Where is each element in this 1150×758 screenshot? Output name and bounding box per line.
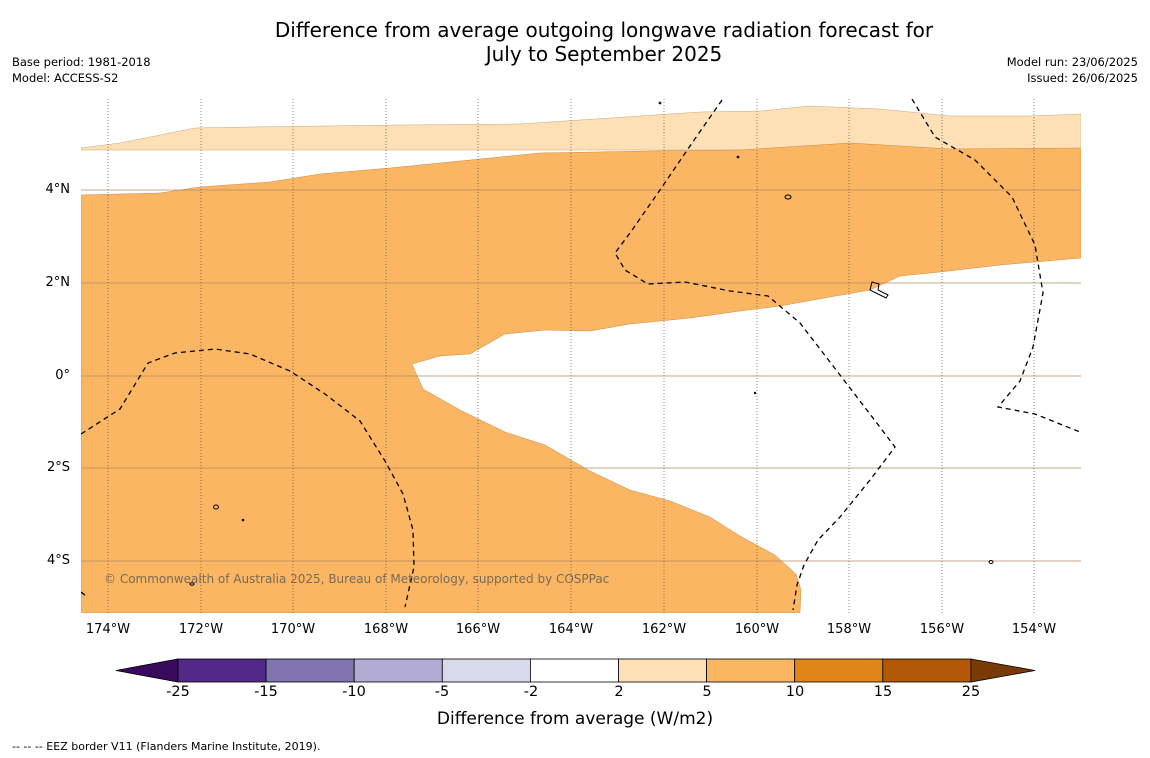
lon-label-166w: 166°W (455, 622, 501, 637)
lat-grid (81, 189, 1081, 562)
eez-border-east (911, 99, 1081, 433)
colorbar-extend-high (970, 658, 1036, 683)
colorbar-swatch (618, 658, 707, 683)
island-i (988, 560, 994, 564)
colorbar-swatch (794, 658, 884, 683)
base-period-text: Base period: 1981-2018 (12, 55, 151, 69)
anomaly-band-5-10 (81, 142, 1081, 613)
colorbar-label-m25: -25 (166, 684, 190, 700)
lat-label-2n: 2°N (45, 275, 71, 290)
colorbar-swatch (706, 658, 796, 683)
lon-label-172w: 172°W (178, 622, 224, 637)
colorbar-label-m15: -15 (254, 684, 278, 700)
title-line-2: July to September 2025 (485, 42, 723, 66)
island-h (753, 391, 757, 395)
lon-label-174w: 174°W (85, 622, 131, 637)
lon-label-162w: 162°W (641, 622, 687, 637)
lat-label-4n: 4°N (45, 182, 71, 197)
colorbar-label-m2: -2 (523, 684, 539, 700)
islands (189, 101, 994, 586)
colorbar-swatch (441, 658, 531, 683)
anomaly-band-2-5-north (81, 105, 1081, 151)
island-f (658, 101, 662, 105)
lat-label-2s: 2°S (46, 460, 70, 475)
eez-footnote: -- -- -- EEZ border V11 (Flanders Marine… (12, 740, 321, 753)
issued-text: Issued: 26/06/2025 (1027, 71, 1138, 85)
island-b (869, 281, 889, 299)
lon-label-158w: 158°W (826, 622, 872, 637)
eez-border-central (614, 99, 896, 611)
eez-borders (81, 99, 1081, 611)
island-g (736, 155, 740, 159)
island-d (241, 518, 245, 522)
lat-label-0: 0° (55, 368, 70, 383)
lon-label-168w: 168°W (363, 622, 409, 637)
colorbar-swatch (265, 658, 355, 683)
colorbar-label-10: 10 (785, 684, 805, 700)
lon-label-160w: 160°W (734, 622, 780, 637)
colorbar-swatch (353, 658, 443, 683)
colorbar-label-m10: -10 (342, 684, 366, 700)
lon-label-154w: 154°W (1011, 622, 1057, 637)
lon-label-170w: 170°W (270, 622, 316, 637)
colorbar-label-5: 5 (702, 684, 712, 700)
colorbar-extend-low (115, 658, 179, 683)
lat-label-4s: 4°S (46, 553, 70, 568)
model-text: Model: ACCESS-S2 (12, 71, 119, 85)
island-c (213, 504, 219, 510)
colorbar-label-15: 15 (873, 684, 893, 700)
colorbar-swatch (530, 658, 619, 683)
meta-left: Base period: 1981-2018 Model: ACCESS-S2 (12, 54, 151, 86)
colorbar-swatch (882, 658, 972, 683)
title-line-1: Difference from average outgoing longwav… (274, 18, 934, 42)
lon-label-164w: 164°W (548, 622, 594, 637)
island-a (784, 194, 792, 200)
colorbar-label-25: 25 (961, 684, 981, 700)
colorbar-swatch (177, 658, 267, 683)
chart-title: Difference from average outgoing longwav… (0, 18, 1150, 66)
map-panel (81, 99, 1081, 613)
colorbar (115, 658, 1036, 683)
model-run-text: Model run: 23/06/2025 (1006, 55, 1138, 69)
copyright-text: © Commonwealth of Australia 2025, Bureau… (104, 572, 610, 586)
colorbar-title: Difference from average (W/m2) (436, 709, 714, 729)
meta-right: Model run: 23/06/2025 Issued: 26/06/2025 (1007, 54, 1138, 86)
colorbar-label-m5: -5 (434, 684, 450, 700)
lon-label-156w: 156°W (919, 622, 965, 637)
island-e (189, 582, 195, 586)
colorbar-label-2: 2 (614, 684, 624, 700)
eez-border-sw-corner (81, 591, 87, 597)
